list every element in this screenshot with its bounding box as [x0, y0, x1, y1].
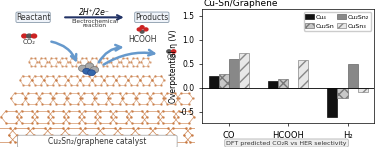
Bar — [278, 79, 288, 88]
Y-axis label: Overpotential η (V): Overpotential η (V) — [169, 29, 178, 103]
Circle shape — [90, 67, 99, 73]
Circle shape — [140, 30, 144, 33]
Circle shape — [88, 70, 95, 76]
Legend: Cu₄, Cu₂Sn, Cu₂Sn₂, CuSn₃: Cu₄, Cu₂Sn, Cu₂Sn₂, CuSn₃ — [304, 12, 371, 31]
Circle shape — [144, 28, 148, 31]
Text: Reactant: Reactant — [16, 13, 50, 22]
Circle shape — [167, 50, 171, 53]
Bar — [358, 88, 368, 92]
Bar — [239, 53, 249, 88]
Text: Products: Products — [135, 13, 169, 22]
Text: CO₂: CO₂ — [23, 39, 36, 45]
Bar — [338, 88, 347, 98]
Text: HCOOH: HCOOH — [128, 35, 156, 44]
Circle shape — [79, 65, 87, 72]
Text: DFT predicted CO₂R vs HER selectivity: DFT predicted CO₂R vs HER selectivity — [226, 141, 347, 146]
FancyBboxPatch shape — [135, 12, 169, 22]
Bar — [327, 88, 338, 117]
Bar — [268, 81, 278, 88]
Circle shape — [31, 34, 37, 38]
Circle shape — [83, 68, 90, 74]
FancyBboxPatch shape — [17, 135, 177, 147]
Circle shape — [137, 28, 141, 31]
Text: Cu-Sn/Graphene: Cu-Sn/Graphene — [204, 0, 279, 8]
Text: reaction: reaction — [82, 23, 107, 28]
Bar — [229, 59, 239, 88]
Circle shape — [140, 26, 144, 29]
Bar — [347, 64, 358, 88]
Circle shape — [172, 50, 176, 53]
Text: CO: CO — [166, 54, 177, 60]
Text: Electrochemical: Electrochemical — [71, 19, 118, 24]
Circle shape — [22, 34, 27, 38]
Circle shape — [27, 34, 32, 38]
Text: Cu₂Sn₂/graphene catalyst: Cu₂Sn₂/graphene catalyst — [48, 137, 147, 146]
FancyBboxPatch shape — [16, 12, 50, 22]
Bar — [209, 76, 219, 88]
Bar — [298, 60, 308, 88]
Bar — [219, 74, 229, 88]
Circle shape — [85, 63, 94, 69]
Text: 2H⁺/2e⁻: 2H⁺/2e⁻ — [79, 8, 110, 17]
